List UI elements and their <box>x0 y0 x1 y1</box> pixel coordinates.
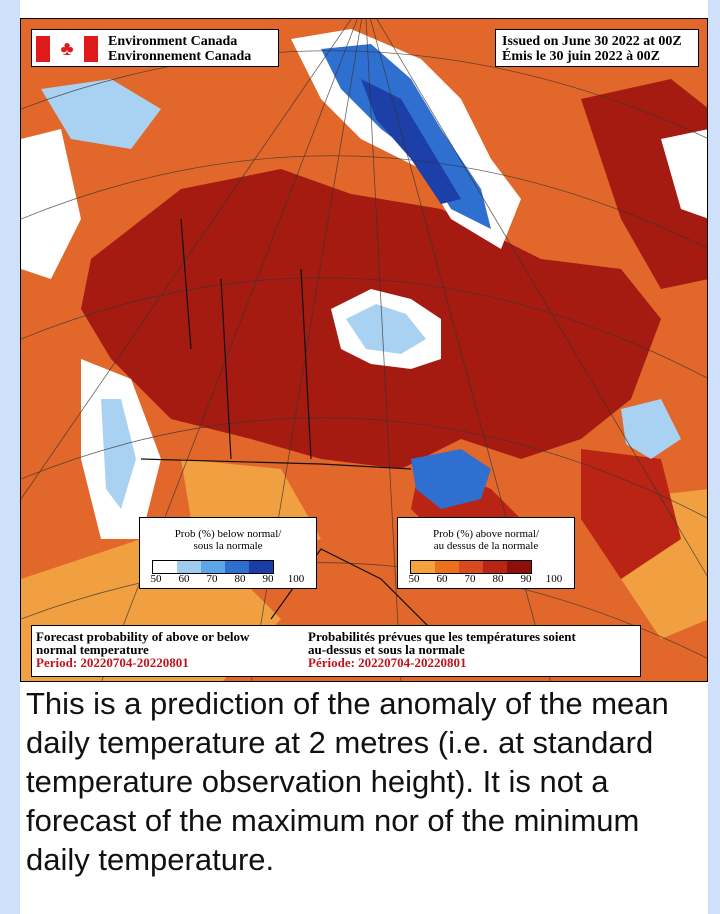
legend-swatch <box>177 561 201 573</box>
caption-fr-period: Période: 20220704-20220801 <box>308 655 467 670</box>
region-weak-below-rockies <box>101 399 136 509</box>
legend-tick-label: 90 <box>520 573 532 585</box>
legend-swatch <box>225 561 249 573</box>
region-weak-below-hudson-bay <box>346 304 426 354</box>
caption-fr-line1: Probabilités prévues que les température… <box>308 629 576 644</box>
map-description-text: This is a prediction of the anomaly of t… <box>26 686 669 877</box>
legend-swatch <box>249 561 273 573</box>
legend-below-ticks: 50 60 70 80 90 100 <box>146 573 306 585</box>
issued-date-fr: Émis le 30 juin 2022 à 00Z <box>502 49 660 64</box>
legend-tick-label: 60 <box>178 573 190 585</box>
legend-swatch <box>435 561 459 573</box>
region-normal-pacific-north <box>21 129 81 279</box>
region-normal-greenland-sea <box>661 129 707 219</box>
legend-above-ticks: 50 60 70 80 90 100 <box>404 573 564 585</box>
region-strong-below-arctic <box>361 79 461 204</box>
agency-name-fr: Environnement Canada <box>108 49 252 64</box>
forecast-map-panel: ♣ Environment Canada Environnement Canad… <box>20 18 708 682</box>
legend-below-title-fr: sous la normale <box>193 540 263 552</box>
caption-en-period: Period: 20220704-20220801 <box>36 655 189 670</box>
legend-swatch <box>483 561 507 573</box>
legend-swatch <box>459 561 483 573</box>
legend-tick-label: 80 <box>492 573 504 585</box>
maple-leaf-icon: ♣ <box>60 38 74 60</box>
legend-above-color-scale <box>410 560 532 574</box>
legend-below-title-en: Prob (%) below normal/ <box>174 528 282 540</box>
legend-swatch <box>411 561 435 573</box>
legend-above-title-en: Prob (%) above normal/ <box>433 528 539 540</box>
legend-above-title-fr: au dessus de la normale <box>433 540 539 552</box>
legend-tick-label: 80 <box>234 573 246 585</box>
legend-tick-label: 100 <box>545 573 563 585</box>
map-caption-box: Forecast probability of above or below n… <box>31 625 641 677</box>
legend-swatch <box>507 561 531 573</box>
legend-below-normal: Prob (%) below normal/ sous la normale 5… <box>139 517 317 589</box>
legend-tick-label: 100 <box>287 573 305 585</box>
legend-tick-label: 60 <box>436 573 448 585</box>
left-frame-border <box>0 0 20 914</box>
issued-date-box: Issued on June 30 2022 at 00Z Émis le 30… <box>495 29 699 67</box>
canada-flag-logo: ♣ <box>36 36 98 62</box>
caption-fr-line2: au-dessus et sous la normale <box>308 642 465 657</box>
region-strong-above-east <box>581 449 681 579</box>
region-weak-below-atlantic <box>621 399 681 459</box>
agency-label-box: ♣ Environment Canada Environnement Canad… <box>31 29 279 67</box>
region-below-great-lakes <box>411 449 491 509</box>
legend-tick-label: 50 <box>408 573 420 585</box>
legend-swatch <box>201 561 225 573</box>
region-weak-below-alaska <box>41 79 161 149</box>
legend-tick-label: 90 <box>262 573 274 585</box>
legend-tick-label: 70 <box>464 573 476 585</box>
region-strong-above-greenland <box>581 79 707 289</box>
legend-tick-label: 70 <box>206 573 218 585</box>
issued-date-en: Issued on June 30 2022 at 00Z <box>502 34 682 49</box>
agency-name-en: Environment Canada <box>108 34 238 49</box>
probability-map <box>21 19 707 681</box>
legend-above-normal: Prob (%) above normal/ au dessus de la n… <box>397 517 575 589</box>
caption-en-line1: Forecast probability of above or below <box>36 629 250 644</box>
legend-below-color-scale <box>152 560 274 574</box>
legend-swatch <box>153 561 177 573</box>
legend-tick-label: 50 <box>150 573 162 585</box>
caption-en-line2: normal temperature <box>36 642 149 657</box>
right-frame-border <box>708 0 720 914</box>
